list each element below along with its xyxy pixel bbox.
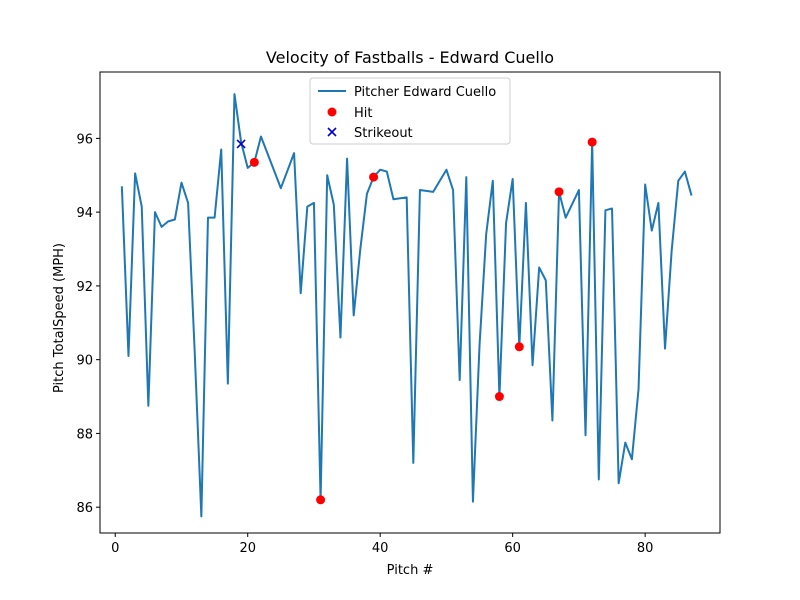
- axes-frame: [99, 71, 721, 534]
- y-tick-label: 86: [76, 501, 93, 516]
- hit-marker: [514, 342, 524, 352]
- legend-label-hit: Hit: [354, 106, 372, 121]
- series-line-pitcher: [120, 93, 693, 518]
- y-tick-label: 94: [76, 206, 93, 221]
- chart-title: Velocity of Fastballs - Edward Cuello: [266, 48, 554, 67]
- plot-area: 0 20 40 60 80 86 88 90 92 94 96: [76, 71, 721, 556]
- legend-strikeout-swatch: [327, 127, 337, 137]
- y-tick-label: 90: [76, 354, 93, 369]
- y-tick-label: 96: [76, 132, 93, 147]
- y-tick-label: 92: [76, 280, 93, 295]
- hit-marker: [249, 157, 259, 167]
- x-tick-label: 60: [504, 541, 521, 556]
- x-tick-label: 80: [637, 541, 654, 556]
- x-axis-title: Pitch #: [387, 563, 434, 578]
- hit-marker: [587, 137, 597, 147]
- hit-marker: [316, 495, 326, 505]
- hit-marker: [494, 392, 504, 402]
- legend-strikeout-stroke: [327, 127, 337, 137]
- hit-marker: [554, 187, 564, 197]
- legend-hit-swatch: [327, 107, 337, 117]
- legend-label-strikeout: Strikeout: [354, 126, 413, 141]
- x-tick-label: 20: [239, 541, 256, 556]
- strikeout-marker-stroke: [236, 139, 246, 149]
- x-tick-label: 0: [111, 541, 119, 556]
- y-tick-label: 88: [76, 427, 93, 442]
- strikeout-marker: [236, 139, 246, 149]
- legend-box: [309, 77, 511, 145]
- hit-marker: [369, 172, 379, 182]
- x-tick-label: 40: [372, 541, 389, 556]
- legend: Pitcher Edward Cuello Hit Strikeout: [309, 77, 511, 145]
- y-axis-title: Pitch TotalSpeed (MPH): [52, 243, 67, 393]
- legend-label-pitcher: Pitcher Edward Cuello: [354, 85, 496, 100]
